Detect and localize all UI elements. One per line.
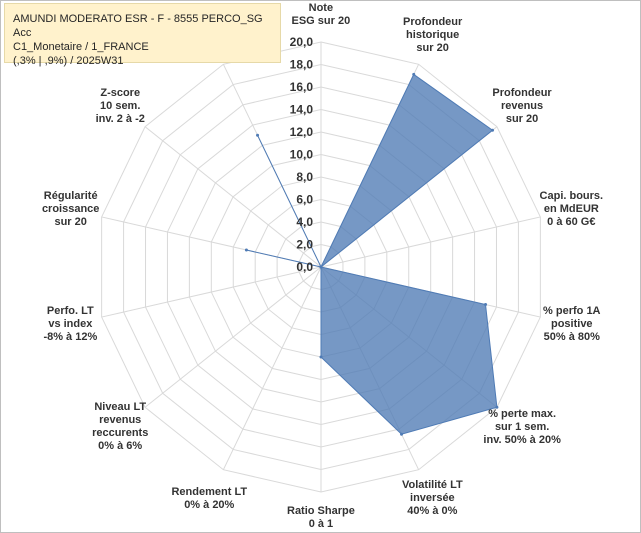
axis-label: Profondeur historique sur 20 <box>403 15 463 54</box>
data-point <box>495 405 499 409</box>
tick-label: 8,0 <box>296 170 313 184</box>
tick-label: 4,0 <box>296 215 313 229</box>
tick-label: 0,0 <box>296 260 313 274</box>
axis-label: Régularité croissance sur 20 <box>41 190 100 229</box>
axis-label: Volatilité LT inversée 40% à 0% <box>402 479 463 518</box>
axis-label: Z-score 10 sem. inv. 2 à -2 <box>95 87 145 126</box>
axis-spoke <box>320 216 541 268</box>
series-layer <box>244 72 499 436</box>
axis-label: Capi. bours. en MdEUR 0 à 60 G€ <box>539 190 604 229</box>
data-point <box>491 128 495 132</box>
data-point <box>484 303 488 307</box>
axis-spoke <box>101 266 322 318</box>
tick-label: 14,0 <box>290 103 314 117</box>
axis-label: Profondeur revenus sur 20 <box>492 87 552 126</box>
axis-label: Niveau LT revenus reccurents 0% à 6% <box>92 401 149 453</box>
data-point <box>319 265 323 269</box>
axis-spoke <box>144 266 322 408</box>
data-point <box>256 133 260 137</box>
axis-label: % perte max. sur 1 sem. inv. 50% à 20% <box>483 407 561 446</box>
radial-tick-labels: 0,0 2,0 4,0 6,0 8,0 10,0 12,0 14,0 16,0 18,0 20,0 <box>290 35 314 274</box>
data-point <box>319 355 323 359</box>
chart-title-box: AMUNDI MODERATO ESR - F - 8555 PERCO_SG … <box>4 3 281 67</box>
axis-label: % perfo 1A positive 50% à 80% <box>543 304 601 343</box>
tick-label: 20,0 <box>290 35 314 49</box>
tick-label: 16,0 <box>290 80 314 94</box>
axis-spoke <box>222 266 322 470</box>
data-point <box>400 432 404 436</box>
chart-title: AMUNDI MODERATO ESR - F - 8555 PERCO_SG … <box>13 13 263 67</box>
series-area <box>246 73 498 435</box>
axis-label: Rendement LT 0% à 20% <box>171 485 248 511</box>
axis-label: Ratio Sharpe 0 à 1 <box>287 505 355 530</box>
data-point <box>412 72 416 76</box>
tick-label: 18,0 <box>290 58 314 72</box>
data-point <box>244 248 248 252</box>
tick-label: 10,0 <box>290 148 314 162</box>
tick-label: 6,0 <box>296 193 313 207</box>
axis-label: Perfo. LT vs index -8% à 12% <box>43 304 98 343</box>
axis-spoke <box>144 126 322 268</box>
tick-label: 12,0 <box>290 125 314 139</box>
tick-label: 2,0 <box>296 238 313 252</box>
axis-label: Note ESG sur 20 <box>291 2 351 27</box>
